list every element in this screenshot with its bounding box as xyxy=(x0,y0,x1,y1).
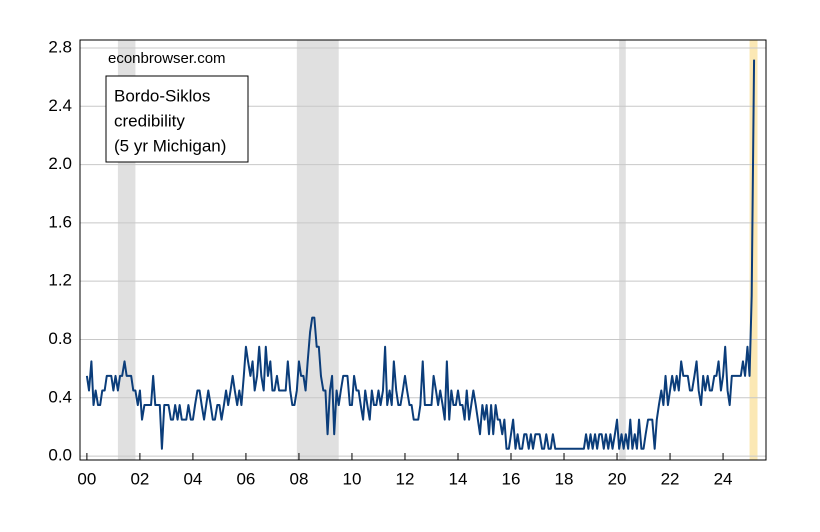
x-tick-label: 16 xyxy=(502,469,521,488)
x-tick-label: 20 xyxy=(608,469,627,488)
y-tick-label: 2.8 xyxy=(48,37,72,56)
x-tick-label: 14 xyxy=(449,469,468,488)
y-tick-label: 0.4 xyxy=(48,387,72,406)
source-note: econbrowser.com xyxy=(108,50,226,67)
x-tick-label: 22 xyxy=(661,469,680,488)
x-tick-label: 10 xyxy=(343,469,362,488)
annotation-text: Bordo-Siklos xyxy=(114,86,210,105)
y-tick-label: 2.0 xyxy=(48,154,72,173)
annotation-text: credibility xyxy=(114,111,185,130)
annotation-box xyxy=(105,75,249,163)
plot-frame xyxy=(79,39,767,461)
x-tick-label: 06 xyxy=(236,469,255,488)
y-tick-label: 2.4 xyxy=(48,96,72,115)
data-line xyxy=(85,59,756,450)
annotation-text: (5 yr Michigan) xyxy=(114,136,226,155)
y-tick-label: 1.6 xyxy=(48,212,72,231)
x-tick-label: 02 xyxy=(130,469,149,488)
y-tick-label: 0.0 xyxy=(48,446,72,465)
shaded-range xyxy=(749,40,758,460)
x-tick-label: 08 xyxy=(289,469,308,488)
shaded-range xyxy=(619,40,626,460)
x-tick-label: 04 xyxy=(183,469,202,488)
x-tick-label: 24 xyxy=(714,469,733,488)
x-tick-label: 12 xyxy=(396,469,415,488)
x-tick-label: 00 xyxy=(77,469,96,488)
y-tick-label: 0.8 xyxy=(48,329,72,348)
x-tick-label: 18 xyxy=(555,469,574,488)
y-tick-label: 1.2 xyxy=(48,271,72,290)
